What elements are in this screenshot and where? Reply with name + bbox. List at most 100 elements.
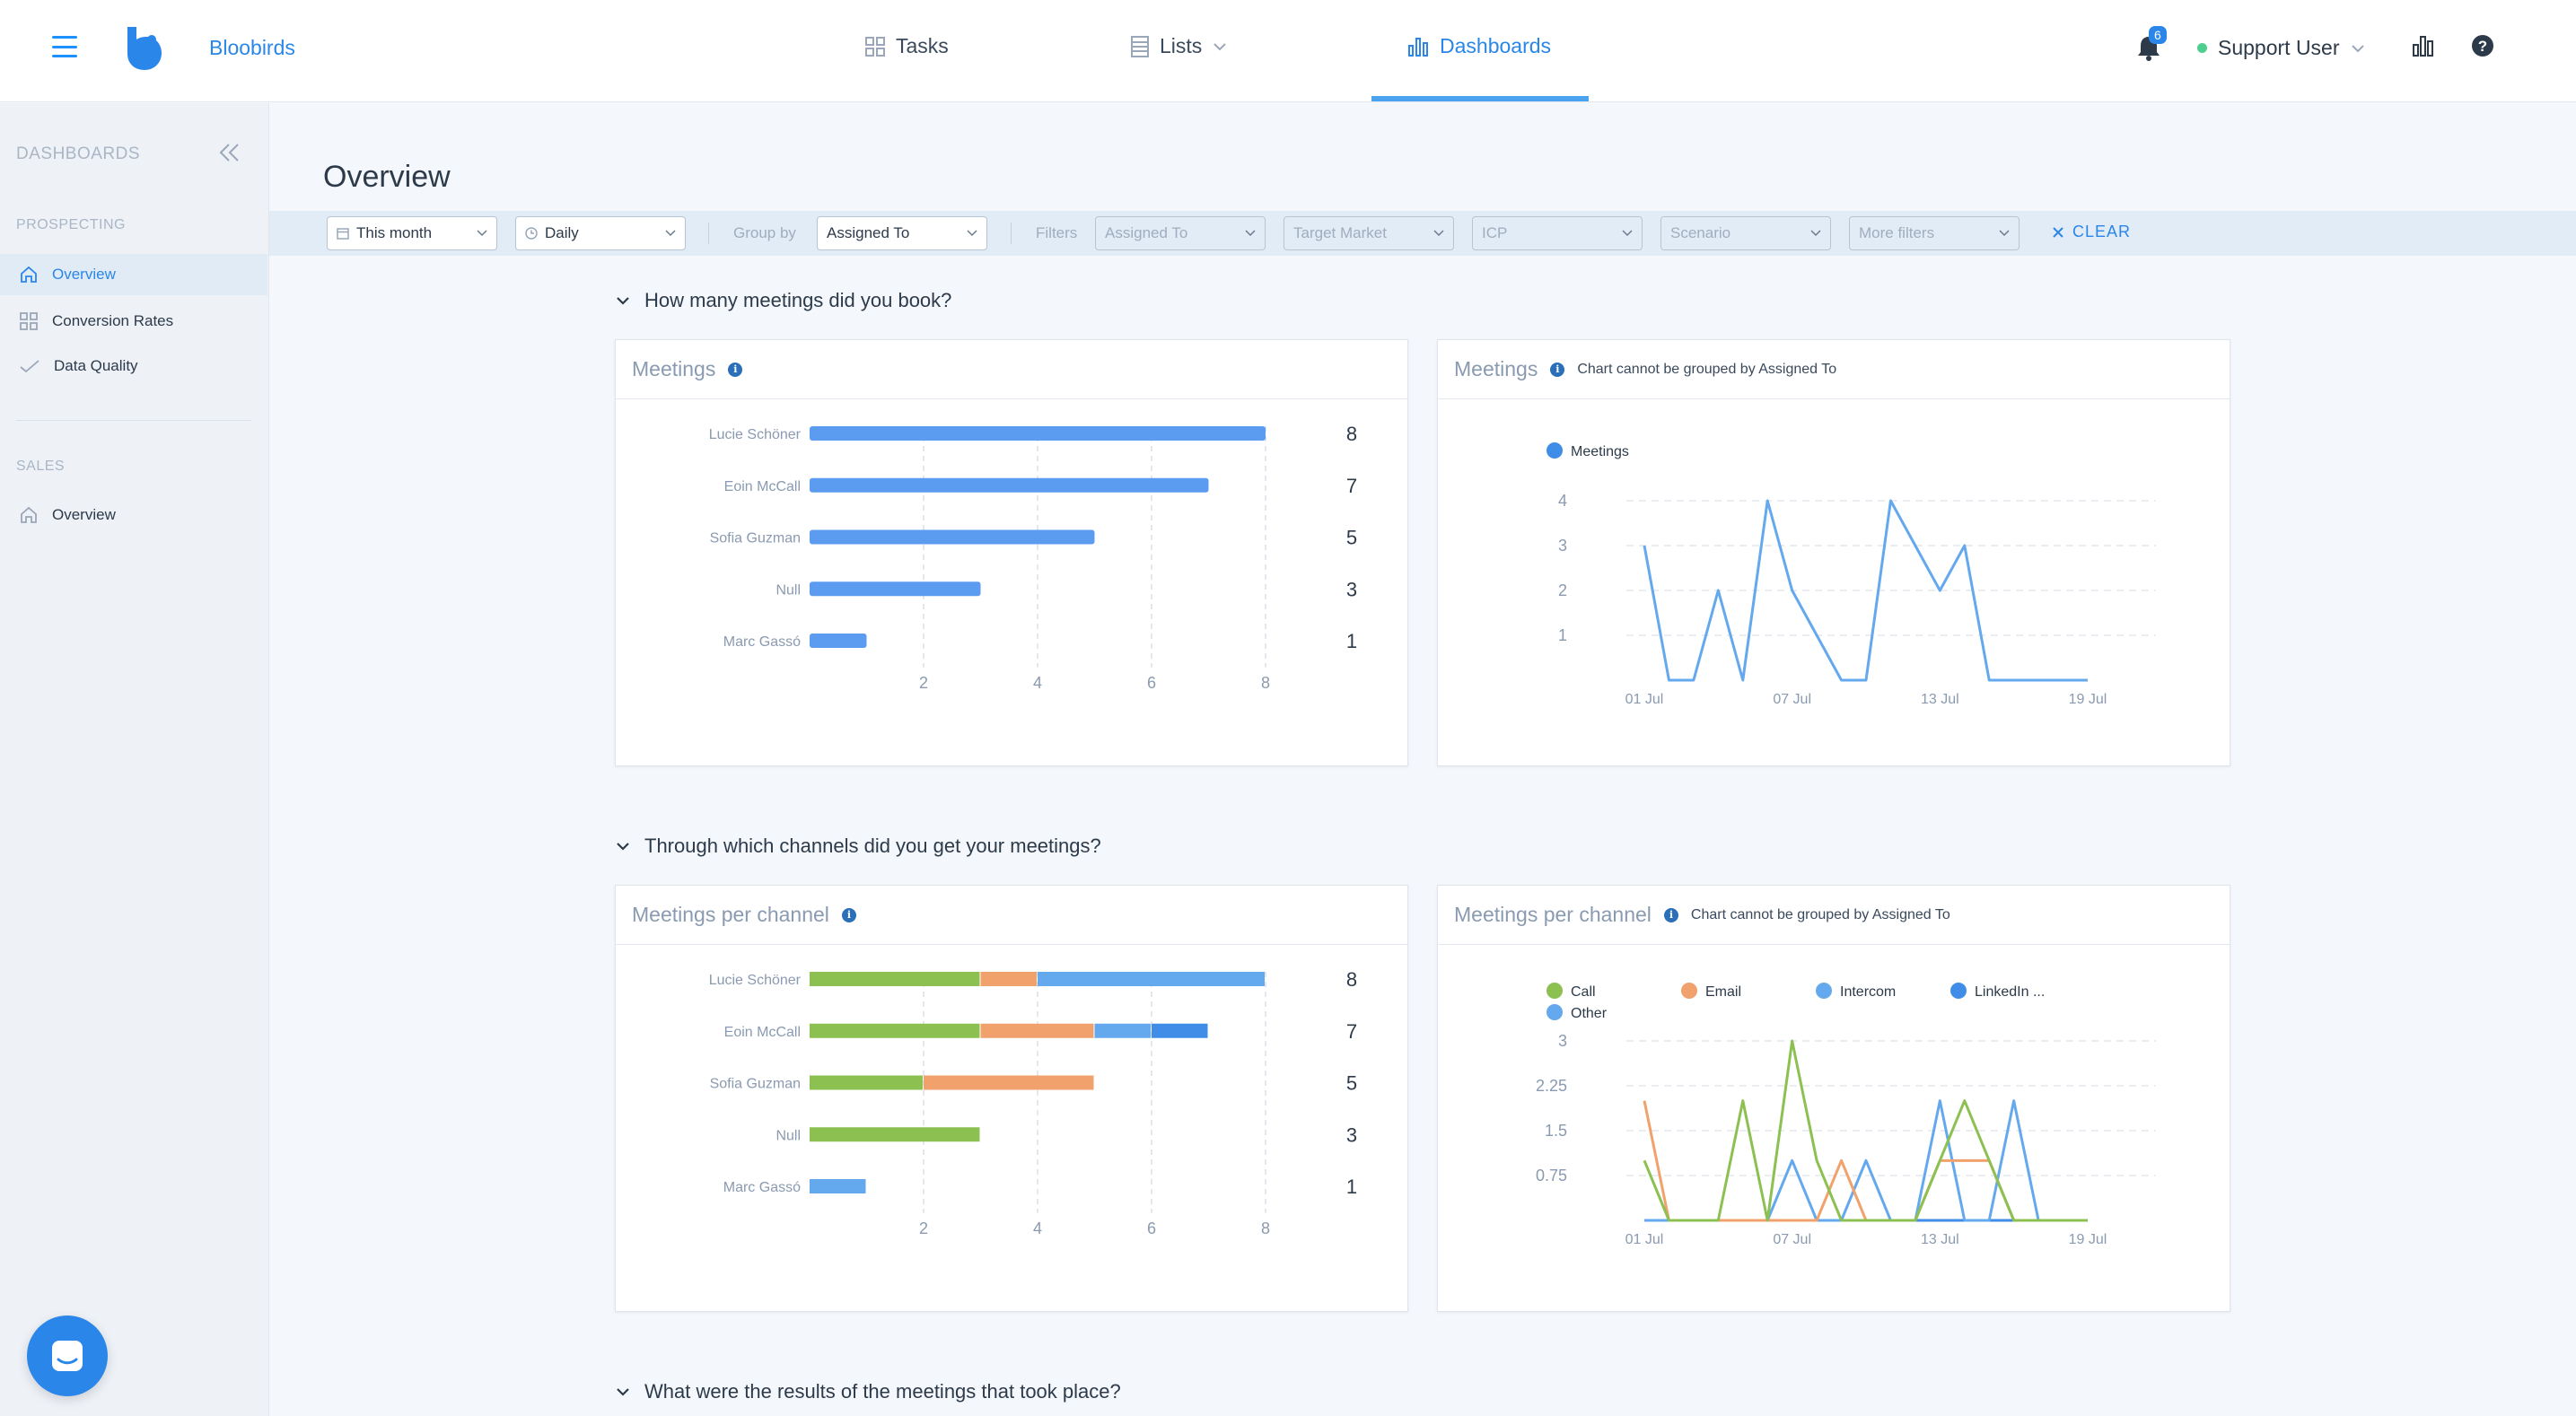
close-icon (2053, 226, 2063, 238)
y-tick-label: 4 (1558, 492, 1567, 510)
chevron-down-icon (967, 230, 977, 237)
bar-category-label: Marc Gassó (723, 634, 801, 650)
info-icon[interactable]: i (841, 907, 856, 922)
icp-filter[interactable]: ICP (1472, 216, 1643, 250)
y-tick-label: 1.5 (1545, 1122, 1567, 1140)
channel-line-card: Meetings per channel i Chart cannot be g… (1437, 885, 2230, 1312)
chevron-down-icon (1433, 230, 1444, 237)
chevron-down-icon (1214, 42, 1227, 50)
nav-dashboards[interactable]: Dashboards (1407, 34, 1551, 58)
scenario-filter[interactable]: Scenario (1660, 216, 1831, 250)
chat-launcher-button[interactable] (27, 1315, 108, 1396)
filter-separator (1011, 223, 1012, 244)
date-range-select[interactable]: This month (327, 216, 497, 250)
date-range-value: This month (356, 224, 433, 241)
card-header: Meetings per channel i Chart cannot be g… (1438, 886, 2230, 945)
x-tick-label: 2 (919, 1219, 928, 1237)
target-market-filter[interactable]: Target Market (1284, 216, 1454, 250)
bar-category-label: Eoin McCall (724, 1025, 801, 1040)
section-channels-toggle[interactable]: Through which channels did you get your … (616, 835, 1101, 858)
clear-filters-button[interactable]: CLEAR (2053, 223, 2131, 241)
sidebar-title: DASHBOARDS (16, 144, 141, 163)
meetings-line-card: Meetings i Chart cannot be grouped by As… (1437, 339, 2230, 766)
help-icon[interactable]: ? (2471, 34, 2494, 57)
info-icon[interactable]: i (728, 362, 743, 377)
brand-name[interactable]: Bloobirds (209, 36, 295, 59)
chevron-down-icon (617, 1388, 629, 1396)
x-tick-label: 01 Jul (1625, 1232, 1664, 1247)
channel-bar-card: Meetings per channel i 2 4 6 8 Lucie Schöner… (615, 885, 1408, 1312)
more-filters-select[interactable]: More filters (1849, 216, 2020, 250)
x-tick-label: 2 (919, 674, 928, 692)
filter-placeholder: More filters (1859, 224, 1935, 241)
meetings-bar-card: Meetings i 2 4 6 8 Lucie Schöner 8 Eoin McCall… (615, 339, 1408, 766)
info-icon[interactable]: i (1550, 362, 1565, 377)
granularity-value: Daily (545, 224, 579, 241)
chevron-down-icon (1622, 230, 1633, 237)
analytics-icon[interactable] (2412, 34, 2435, 57)
chevron-down-icon (1810, 230, 1821, 237)
collapse-sidebar-icon[interactable] (219, 143, 241, 162)
card-title: Meetings (632, 357, 716, 380)
group-by-select[interactable]: Assigned To (817, 216, 987, 250)
bar-value-label: 3 (1346, 578, 1357, 600)
sidebar-item-conversion-rates[interactable]: Conversion Rates (0, 301, 267, 342)
card-title: Meetings per channel (632, 903, 829, 926)
y-tick-label: 0.75 (1536, 1167, 1567, 1184)
card-title: Meetings per channel (1454, 903, 1652, 926)
assigned-to-filter[interactable]: Assigned To (1095, 216, 1266, 250)
group-by-value: Assigned To (827, 224, 910, 241)
x-tick-label: 19 Jul (2069, 692, 2107, 707)
x-tick-label: 8 (1261, 1219, 1270, 1237)
nav-tasks[interactable]: Tasks (865, 34, 949, 58)
user-menu[interactable]: Support User (2197, 36, 2365, 60)
granularity-select[interactable]: Daily (515, 216, 686, 250)
chevron-down-icon (477, 230, 487, 237)
meetings-line-chart: Meetings 1 2 3 4 01 Jul 07 Jul 13 Jul 19 Jul (1546, 442, 2156, 707)
card-note: Chart cannot be grouped by Assigned To (1577, 361, 1837, 377)
stacked-bar-segment (1038, 972, 1265, 986)
meetings-bar-chart: 2 4 6 8 Lucie Schöner 8 Eoin McCall 7 Sofia Guzm… (709, 423, 1357, 692)
section-results-toggle[interactable]: What were the results of the meetings th… (616, 1380, 1121, 1403)
card-title: Meetings (1454, 357, 1538, 380)
sidebar-item-sales-overview[interactable]: Overview (0, 494, 267, 536)
bar (810, 634, 867, 648)
filter-separator (708, 223, 709, 244)
legend-marker (1546, 983, 1563, 999)
section-meetings-booked-toggle[interactable]: How many meetings did you book? (616, 289, 951, 312)
filter-placeholder: Scenario (1670, 224, 1731, 241)
legend-label: Email (1705, 984, 1741, 1000)
chevron-down-icon (617, 843, 629, 851)
chevron-down-icon (1245, 230, 1256, 237)
calendar-icon (337, 228, 349, 240)
card-header: Meetings per channel i (616, 886, 1407, 945)
home-icon (21, 266, 37, 283)
menu-icon[interactable] (52, 36, 77, 57)
group-by-label: Group by (733, 224, 796, 241)
bloobirds-logo[interactable] (126, 27, 163, 70)
notification-badge: 6 (2149, 26, 2167, 44)
stacked-bar-segment (810, 1023, 980, 1038)
sidebar-item-data-quality[interactable]: Data Quality (0, 345, 267, 387)
bar-category-label: Lucie Schöner (709, 427, 802, 442)
section-question: What were the results of the meetings th… (644, 1380, 1121, 1403)
legend-marker (1546, 1004, 1563, 1020)
stacked-bar-segment (810, 1179, 866, 1193)
bar-total-label: 8 (1346, 968, 1357, 991)
series-line (1644, 1099, 2088, 1222)
info-icon[interactable]: i (1663, 907, 1678, 922)
filter-placeholder: ICP (1482, 224, 1508, 241)
nav-lists-label: Lists (1160, 34, 1203, 57)
nav-lists[interactable]: Lists (1131, 34, 1227, 58)
series-line (1643, 499, 2088, 682)
chat-icon (52, 1341, 83, 1371)
x-tick-label: 07 Jul (1773, 1232, 1811, 1247)
channel-line-chart: Call Email Intercom LinkedIn ... Other 0.75 1.… (1536, 983, 2156, 1247)
sidebar-divider (16, 420, 251, 421)
bar-value-label: 8 (1346, 423, 1357, 445)
sidebar-item-overview[interactable]: Overview (0, 254, 267, 295)
legend-marker (1681, 983, 1697, 999)
list-icon (1131, 35, 1149, 57)
sidebar-section-prospecting: PROSPECTING (16, 217, 126, 232)
section-question: Through which channels did you get your … (644, 835, 1101, 857)
